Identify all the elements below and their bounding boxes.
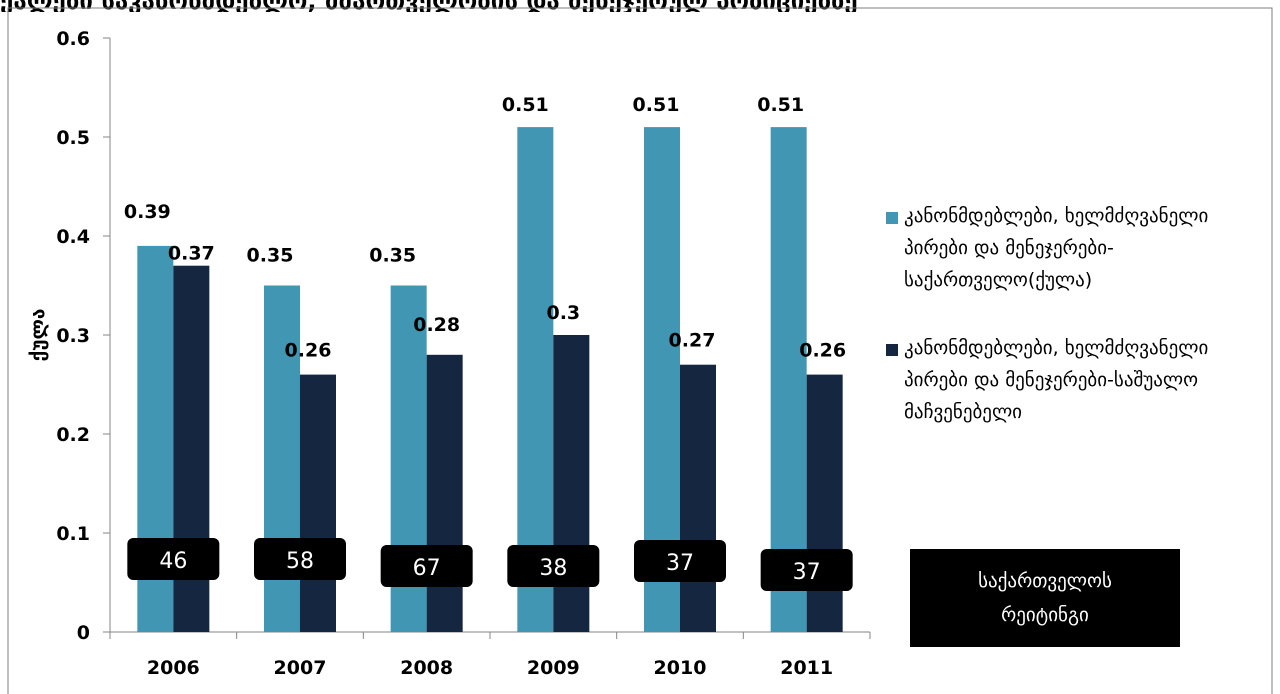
y-tick-label: 0.3 (56, 325, 90, 347)
bar-2007-series-2 (300, 374, 336, 632)
bar-2007-series-1 (264, 285, 300, 632)
data-label-2006-series-2: 0.37 (168, 243, 215, 265)
legend-swatch-series-1 (886, 212, 898, 224)
bar-2010-series-2 (680, 364, 716, 632)
y-tick-label: 0.6 (56, 28, 90, 50)
x-tick-label: 2007 (274, 657, 327, 679)
rating-legend-box: საქართველოს რეიტინგი (910, 549, 1180, 647)
y-tick-label: 0 (77, 622, 90, 644)
rank-badge-2011 (760, 549, 853, 591)
y-tick-label: 0.1 (56, 523, 90, 545)
bar-2009-series-2 (553, 335, 590, 632)
data-label-2010-series-1: 0.51 (633, 94, 680, 116)
y-axis-label: ქულა (27, 309, 49, 362)
rank-value-2010: 37 (666, 551, 694, 576)
legend: კანონმდებლები, ხელმძღვანელი პირები და მე… (886, 200, 1266, 464)
rank-badge-2008 (380, 545, 473, 587)
rank-badge-2009 (507, 545, 600, 587)
rank-badge-2010 (634, 540, 726, 582)
rank-value-2008: 67 (413, 556, 441, 581)
rank-value-2009: 38 (539, 556, 567, 581)
x-tick-label: 2008 (400, 657, 453, 679)
rank-value-2007: 58 (286, 549, 314, 574)
data-label-2009-series-1: 0.51 (502, 94, 549, 116)
x-tick-label: 2010 (654, 657, 707, 679)
data-label-2011-series-2: 0.26 (799, 340, 846, 362)
rank-badge-2006 (127, 538, 220, 580)
legend-item-series-2: კანონმდებლები, ხელმძღვანელი პირები და მე… (886, 332, 1266, 428)
bar-2011-series-2 (806, 374, 843, 632)
x-tick-label: 2011 (780, 657, 833, 679)
data-label-2007-series-2: 0.26 (285, 340, 332, 362)
legend-item-series-1: კანონმდებლები, ხელმძღვანელი პირები და მე… (886, 200, 1266, 296)
legend-label-series-2: კანონმდებლები, ხელმძღვანელი პირები და მე… (904, 337, 1209, 423)
data-label-2009-series-2: 0.3 (546, 302, 580, 324)
data-label-2011-series-1: 0.51 (757, 94, 804, 116)
bar-2008-series-2 (426, 354, 463, 632)
y-tick-label: 0.5 (56, 127, 90, 149)
x-tick-label: 2006 (147, 657, 200, 679)
rank-badge-2007 (254, 538, 346, 580)
legend-swatch-series-2 (886, 344, 898, 356)
data-label-2010-series-2: 0.27 (669, 330, 716, 352)
data-label-2008-series-2: 0.28 (413, 314, 460, 336)
data-label-2007-series-1: 0.35 (247, 245, 294, 267)
bar-2011-series-1 (770, 127, 807, 632)
rank-value-2006: 46 (159, 549, 187, 574)
rank-value-2011: 37 (793, 560, 821, 585)
chart-frame (7, 7, 1273, 694)
data-label-2008-series-1: 0.35 (369, 245, 416, 267)
y-tick-label: 0.4 (56, 226, 90, 248)
rating-legend-label: საქართველოს რეიტინგი (978, 570, 1112, 626)
x-tick-label: 2009 (527, 657, 580, 679)
chart-title: ქალები საკანონმდებლო, მმართველობის და მე… (0, 0, 1280, 12)
legend-label-series-1: კანონმდებლები, ხელმძღვანელი პირები და მე… (904, 205, 1209, 291)
data-label-2006-series-1: 0.39 (124, 201, 171, 223)
y-tick-label: 0.2 (56, 424, 90, 446)
